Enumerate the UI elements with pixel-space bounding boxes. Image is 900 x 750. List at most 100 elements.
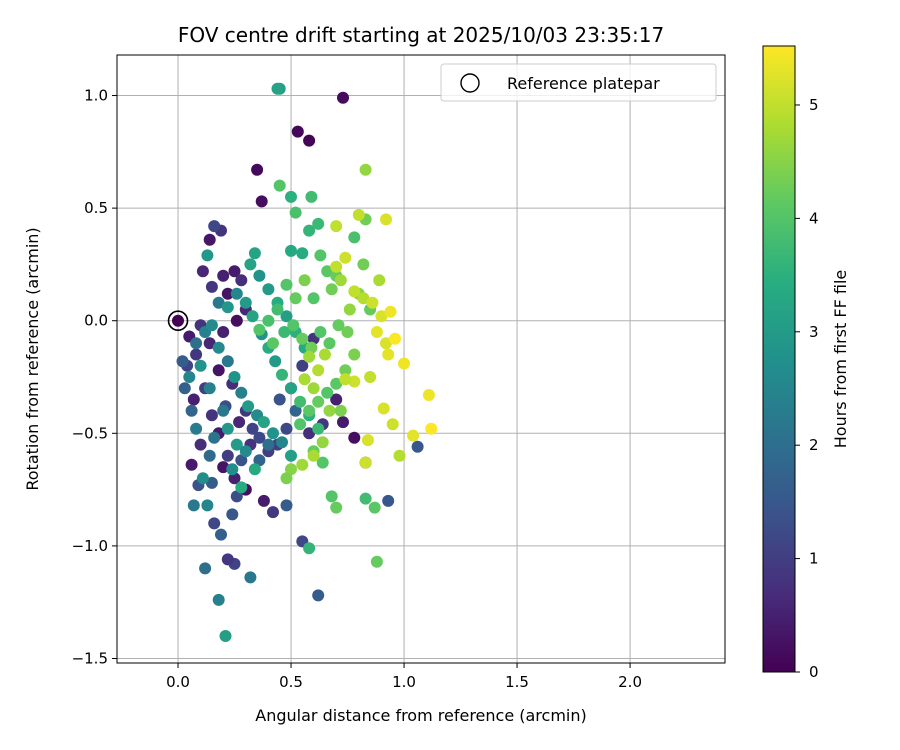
data-point bbox=[221, 355, 234, 368]
colorbar-ticks: 0 1 2 3 4 5 bbox=[795, 96, 819, 681]
data-point bbox=[251, 163, 264, 176]
colorbar bbox=[762, 45, 796, 673]
data-point bbox=[267, 506, 279, 519]
data-point bbox=[187, 393, 200, 406]
data-point bbox=[285, 449, 297, 462]
data-point bbox=[425, 422, 438, 435]
data-point bbox=[280, 422, 293, 435]
data-point bbox=[366, 296, 379, 309]
data-point bbox=[289, 292, 302, 305]
data-point bbox=[262, 438, 275, 451]
data-point bbox=[221, 287, 234, 300]
data-point bbox=[257, 494, 270, 507]
data-point bbox=[348, 231, 361, 244]
data-point bbox=[205, 319, 218, 332]
data-point bbox=[194, 438, 207, 451]
data-point bbox=[330, 220, 343, 233]
x-tick-label: 0.0 bbox=[166, 673, 190, 691]
data-point bbox=[239, 296, 252, 309]
data-points bbox=[172, 82, 438, 642]
data-point bbox=[330, 377, 343, 390]
data-point bbox=[380, 213, 392, 226]
data-point bbox=[221, 449, 234, 462]
data-point bbox=[323, 404, 336, 417]
data-point bbox=[305, 341, 318, 354]
x-tick-label: 1.5 bbox=[505, 673, 529, 691]
data-point bbox=[217, 269, 230, 282]
data-point bbox=[289, 404, 302, 417]
data-point bbox=[307, 292, 320, 305]
legend-box bbox=[440, 63, 717, 102]
data-point bbox=[235, 481, 248, 494]
data-point bbox=[285, 382, 297, 395]
data-point bbox=[176, 355, 189, 368]
data-point bbox=[190, 348, 203, 361]
data-point bbox=[228, 472, 241, 485]
data-point bbox=[332, 319, 345, 332]
data-point bbox=[359, 456, 372, 469]
data-point bbox=[357, 258, 370, 271]
data-point bbox=[190, 337, 203, 350]
data-point bbox=[208, 431, 221, 444]
data-point bbox=[337, 91, 349, 104]
data-point bbox=[221, 301, 234, 314]
data-point bbox=[183, 371, 196, 383]
data-point bbox=[382, 494, 395, 507]
data-point bbox=[359, 492, 372, 505]
data-point bbox=[228, 371, 241, 383]
data-point bbox=[212, 364, 225, 377]
data-point bbox=[221, 553, 234, 566]
data-point bbox=[219, 630, 232, 642]
data-point bbox=[330, 260, 343, 273]
data-point bbox=[316, 436, 329, 449]
colorbar-tick-label: 3 bbox=[809, 323, 819, 341]
data-point bbox=[230, 490, 243, 503]
data-point bbox=[325, 490, 338, 503]
data-point bbox=[226, 508, 239, 521]
data-point bbox=[312, 589, 325, 602]
data-point bbox=[201, 249, 214, 262]
data-point bbox=[242, 400, 255, 413]
data-point bbox=[373, 274, 386, 287]
data-point bbox=[269, 355, 282, 368]
data-point bbox=[312, 395, 325, 408]
colorbar-tick-label: 5 bbox=[809, 96, 819, 114]
data-point bbox=[212, 296, 225, 309]
data-point bbox=[407, 429, 420, 442]
data-point bbox=[205, 476, 218, 489]
data-point bbox=[321, 265, 334, 278]
data-point bbox=[215, 528, 227, 541]
y-tick-label: −1.5 bbox=[72, 649, 108, 667]
data-point bbox=[384, 305, 397, 318]
colorbar-tick-label: 2 bbox=[809, 436, 819, 454]
colorbar-tick-label: 1 bbox=[809, 550, 819, 568]
data-point bbox=[285, 463, 297, 476]
data-point bbox=[296, 359, 309, 372]
data-point bbox=[233, 416, 246, 429]
data-point bbox=[314, 326, 327, 338]
data-point bbox=[172, 314, 184, 327]
data-point bbox=[205, 409, 218, 422]
data-point bbox=[246, 310, 259, 323]
data-point bbox=[185, 458, 198, 471]
data-point bbox=[262, 283, 275, 296]
data-point bbox=[348, 375, 361, 388]
data-point bbox=[339, 373, 352, 386]
data-point bbox=[389, 332, 401, 345]
data-point bbox=[221, 422, 234, 435]
data-point bbox=[194, 359, 207, 372]
data-point bbox=[330, 501, 343, 514]
data-point bbox=[208, 220, 221, 233]
data-point bbox=[305, 190, 318, 203]
data-point bbox=[257, 416, 270, 429]
data-point bbox=[330, 393, 343, 406]
colorbar-tick-label: 0 bbox=[809, 663, 819, 681]
data-point bbox=[334, 274, 347, 287]
data-point bbox=[262, 314, 275, 327]
data-point bbox=[280, 499, 293, 512]
data-point bbox=[359, 163, 372, 176]
data-point bbox=[291, 125, 304, 138]
x-axis-label: Angular distance from reference (arcmin) bbox=[255, 706, 586, 725]
data-point bbox=[348, 285, 361, 298]
plot-frame bbox=[116, 54, 726, 664]
